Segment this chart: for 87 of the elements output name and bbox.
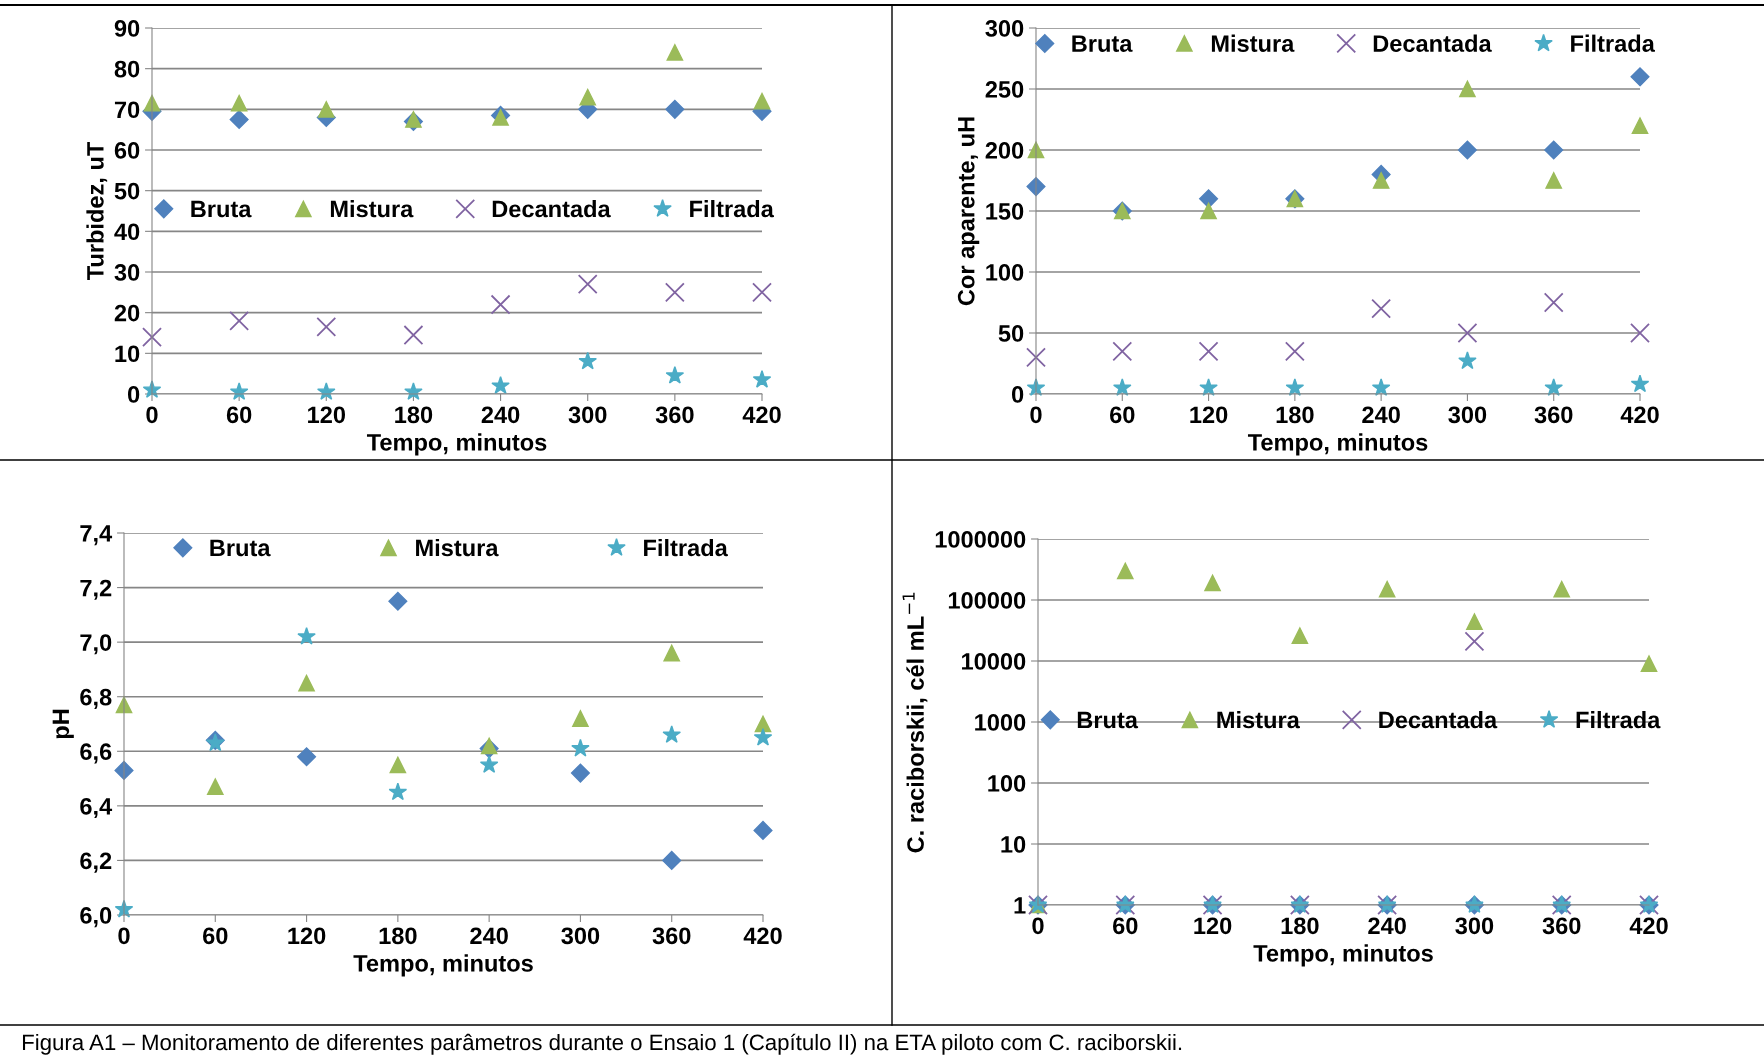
x-tick-label: 180 — [379, 927, 417, 945]
y-tick-label: 50 — [114, 182, 140, 200]
x-tick-label: 120 — [308, 406, 346, 424]
x-tick-label: 420 — [1620, 406, 1659, 424]
legend-label: Bruta — [210, 539, 271, 557]
y-tick-label: 6,6 — [80, 743, 112, 764]
x-axis-title: Tempo, minutos — [1247, 433, 1428, 456]
x-tick-label: 180 — [1276, 406, 1314, 424]
y-tick-label: 0 — [128, 386, 140, 403]
x-tick-label: 360 — [1534, 406, 1573, 424]
y-tick-label: 0 — [1012, 386, 1024, 403]
text: Figura A1 – Monitoramento de diferentes parâmetros durante o Ensaio 1 (Capítulo II) na ETA piloto com C. raciborskii. — [22, 1033, 1182, 1055]
y-axis-title: Cor aparente, uH — [957, 117, 980, 306]
y-tick-label: 7,4 — [80, 525, 113, 546]
x-tick-label: 120 — [288, 927, 326, 945]
y-tick-label: 70 — [114, 101, 140, 119]
x-tick-label: 240 — [1368, 917, 1406, 935]
x-tick-label: 240 — [470, 927, 508, 945]
y-tick-label: 1000000 — [935, 531, 1026, 548]
x-tick-label: 240 — [481, 406, 520, 424]
y-tick-label: 200 — [985, 142, 1024, 159]
x-tick-label: 360 — [652, 927, 691, 945]
y-tick-label: 6,4 — [80, 797, 113, 819]
x-tick-label: 60 — [1110, 406, 1135, 424]
y-tick-label: 7,2 — [80, 579, 112, 600]
y-tick-label: 250 — [985, 81, 1024, 98]
legend-label: Filtrada — [1576, 710, 1661, 729]
x-axis-title: Tempo, minutos — [366, 433, 547, 456]
y-tick-label: 1000 — [975, 714, 1026, 731]
y-tick-label: 100000 — [948, 592, 1026, 609]
x-tick-label: 420 — [743, 927, 782, 945]
y-axis-title: Turbidez, uT — [86, 141, 108, 281]
x-tick-label: 240 — [1362, 406, 1400, 424]
y-tick-label: 20 — [114, 304, 140, 322]
legend-label: Filtrada — [1571, 34, 1655, 52]
y-axis-title: C. raciborskii, cél mL$^{−1}$ — [902, 592, 928, 853]
y-tick-label: 7,0 — [80, 634, 112, 655]
x-tick-label: 420 — [742, 406, 781, 424]
x-tick-label: 0 — [146, 406, 158, 424]
y-tick-label: 80 — [114, 60, 140, 78]
x-tick-label: 60 — [226, 406, 252, 424]
x-tick-label: 360 — [1542, 917, 1581, 935]
y-tick-label: 60 — [114, 142, 140, 159]
y-tick-label: 30 — [114, 264, 140, 281]
y-tick-label: 6,0 — [80, 907, 112, 928]
x-tick-label: 180 — [1281, 917, 1319, 935]
y-tick-label: 100 — [986, 264, 1024, 281]
legend-label: Decantada — [1379, 710, 1498, 729]
y-tick-label: 10 — [115, 345, 140, 363]
y-tick-label: 90 — [114, 20, 140, 37]
legend-label: Bruta — [1077, 711, 1139, 729]
x-tick-label: 360 — [655, 406, 694, 424]
y-tick-label: 10000 — [962, 653, 1026, 670]
x-tick-label: 300 — [561, 927, 600, 945]
legend-label: Bruta — [191, 200, 252, 218]
x-tick-label: 300 — [568, 406, 607, 424]
y-tick-label: 300 — [985, 20, 1024, 37]
legend-label: Mistura — [330, 200, 414, 218]
legend-label: Decantada — [1373, 34, 1492, 52]
y-tick-label: 150 — [986, 203, 1024, 220]
legend-label: Mistura — [416, 538, 499, 557]
legend-label: Mistura — [1211, 34, 1295, 52]
x-tick-label: 0 — [1030, 406, 1042, 424]
x-tick-label: 120 — [1190, 406, 1228, 424]
legend-label: Mistura — [1217, 710, 1300, 729]
y-axis-title: pH — [52, 709, 74, 739]
y-tick-label: 6,8 — [80, 688, 112, 709]
legend-label: Filtrada — [690, 200, 774, 218]
legend-label: Decantada — [492, 200, 611, 218]
y-tick-label: 40 — [114, 223, 140, 241]
x-tick-label: 300 — [1448, 406, 1487, 424]
x-axis-title: Tempo, minutos — [1253, 944, 1433, 967]
x-tick-label: 0 — [1032, 917, 1044, 935]
y-tick-label: 100 — [988, 775, 1026, 792]
x-tick-label: 60 — [1113, 917, 1138, 935]
legend-label: Bruta — [1072, 35, 1133, 52]
x-tick-label: 120 — [1194, 917, 1232, 935]
y-tick-label: 1 — [1014, 897, 1026, 914]
x-tick-label: 60 — [203, 927, 228, 945]
x-tick-label: 180 — [395, 406, 433, 424]
y-tick-label: 6,2 — [80, 852, 112, 873]
legend-label: Filtrada — [644, 538, 728, 557]
y-tick-label: 10 — [1001, 836, 1026, 853]
x-tick-label: 300 — [1455, 917, 1494, 935]
x-axis-title: Tempo, minutos — [353, 954, 533, 977]
x-tick-label: 420 — [1629, 917, 1668, 935]
y-tick-label: 50 — [998, 325, 1024, 342]
